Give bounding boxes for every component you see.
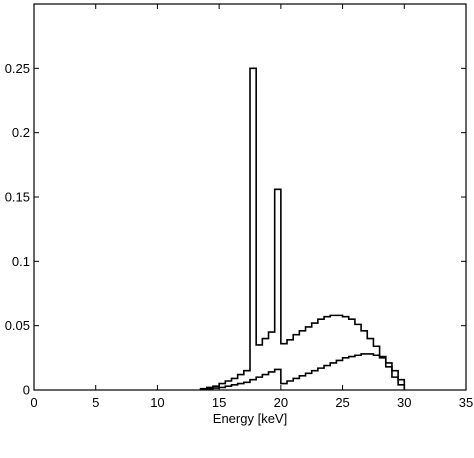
spectrum-series-1-line [199, 67, 406, 390]
x-tick-label: 35 [459, 395, 473, 410]
spectrum-series-2-line [199, 353, 406, 391]
y-tick-label: 0.05 [5, 318, 30, 333]
x-tick-label: 5 [92, 395, 99, 410]
y-tick-label: 0.2 [12, 125, 30, 140]
y-tick-label: 0 [23, 383, 30, 398]
tick-labels-layer: 0 5 10 15 20 25 30 35 0 0.05 0.1 0.15 0.2 0.25 [5, 61, 474, 410]
y-tick-label: 0.15 [5, 190, 30, 205]
y-tick-label: 0.25 [5, 61, 30, 76]
x-tick-label: 15 [212, 395, 226, 410]
x-tick-label: 25 [335, 395, 349, 410]
x-tick-label: 20 [274, 395, 288, 410]
y-tick-label: 0.1 [12, 254, 30, 269]
x-tick-label: 10 [150, 395, 164, 410]
series-layer [199, 67, 406, 391]
x-tick-label: 0 [30, 395, 37, 410]
x-axis-title: Energy [keV] [213, 411, 287, 426]
x-tick-label: 30 [397, 395, 411, 410]
